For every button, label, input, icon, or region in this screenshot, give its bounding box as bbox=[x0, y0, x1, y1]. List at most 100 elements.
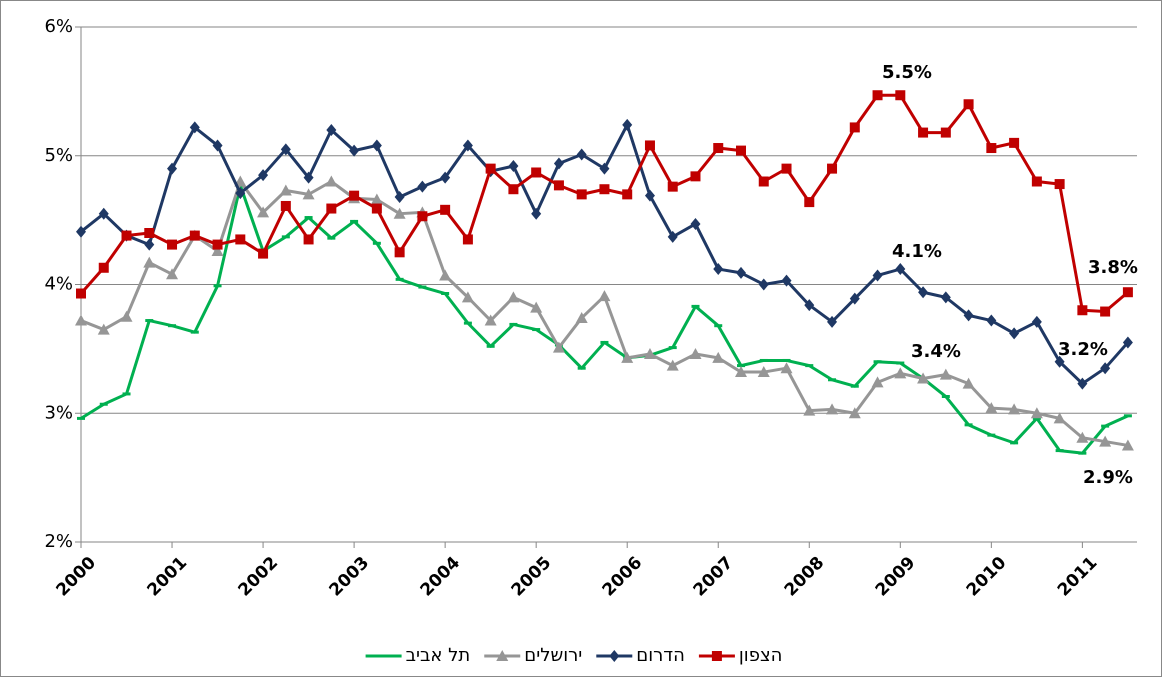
point-marker bbox=[622, 118, 633, 131]
point-marker bbox=[370, 193, 383, 205]
point-marker bbox=[735, 366, 747, 378]
point-marker bbox=[98, 262, 109, 273]
y-tick-label: 3% bbox=[44, 402, 73, 423]
point-marker bbox=[689, 348, 702, 360]
point-marker bbox=[804, 197, 815, 208]
point-marker bbox=[986, 314, 997, 327]
point-marker bbox=[1121, 439, 1134, 451]
point-marker bbox=[166, 268, 179, 280]
point-marker bbox=[531, 167, 542, 178]
point-marker bbox=[1031, 176, 1042, 187]
point-marker bbox=[1122, 287, 1133, 298]
point-marker bbox=[371, 139, 382, 152]
legend-marker bbox=[711, 651, 722, 661]
y-tick-label: 2% bbox=[44, 531, 73, 552]
point-marker bbox=[667, 230, 678, 243]
point-marker bbox=[781, 163, 792, 174]
point-marker bbox=[918, 127, 929, 138]
point-marker bbox=[985, 402, 998, 414]
point-marker bbox=[279, 184, 292, 196]
point-marker bbox=[827, 315, 838, 328]
point-marker bbox=[667, 181, 678, 192]
point-marker bbox=[871, 376, 884, 388]
annotation: 5.5% bbox=[882, 62, 932, 83]
point-marker bbox=[144, 238, 155, 251]
point-marker bbox=[394, 247, 405, 258]
point-marker bbox=[690, 171, 701, 182]
point-marker bbox=[758, 278, 769, 291]
point-marker bbox=[325, 175, 338, 187]
point-marker bbox=[349, 144, 360, 157]
point-marker bbox=[326, 124, 337, 136]
annotation: 3.2% bbox=[1058, 339, 1108, 360]
point-marker bbox=[371, 203, 382, 214]
point-marker bbox=[963, 309, 974, 322]
point-marker bbox=[621, 351, 634, 363]
point-marker bbox=[440, 204, 451, 215]
point-marker bbox=[781, 274, 792, 287]
point-marker bbox=[1122, 336, 1133, 349]
point-marker bbox=[394, 190, 405, 203]
annotation: 3.8% bbox=[1088, 257, 1138, 278]
point-marker bbox=[280, 200, 291, 211]
legend: תל אביב ירושלים הדרום הצפון bbox=[365, 645, 782, 666]
point-marker bbox=[962, 377, 975, 389]
point-marker bbox=[211, 245, 224, 257]
point-marker bbox=[143, 256, 156, 268]
point-marker bbox=[439, 269, 452, 281]
y-tick-label: 4% bbox=[44, 274, 73, 295]
point-marker bbox=[303, 234, 314, 245]
point-marker bbox=[712, 351, 725, 363]
point-marker bbox=[167, 239, 178, 250]
legend-label: הדרום bbox=[636, 645, 685, 666]
point-marker bbox=[484, 314, 497, 326]
annotation: 4.1% bbox=[892, 241, 942, 262]
point-marker bbox=[895, 263, 906, 276]
point-marker bbox=[508, 184, 519, 195]
point-marker bbox=[736, 266, 746, 279]
point-marker bbox=[553, 157, 564, 170]
point-marker bbox=[758, 176, 769, 187]
point-marker bbox=[1054, 179, 1065, 190]
point-marker bbox=[144, 228, 155, 238]
legend-marker bbox=[496, 650, 509, 661]
point-marker bbox=[780, 362, 793, 374]
point-marker bbox=[507, 291, 520, 303]
point-marker bbox=[757, 366, 770, 378]
point-marker bbox=[804, 299, 815, 312]
point-marker bbox=[462, 139, 473, 152]
point-marker bbox=[1099, 435, 1112, 447]
point-marker bbox=[872, 269, 883, 282]
point-marker bbox=[120, 310, 133, 322]
legend-label: תל אביב bbox=[406, 645, 471, 666]
legend-label: ירושלים bbox=[524, 645, 582, 666]
point-marker bbox=[1077, 305, 1088, 316]
point-marker bbox=[349, 190, 360, 201]
point-marker bbox=[599, 162, 610, 175]
point-marker bbox=[189, 230, 200, 241]
point-marker bbox=[303, 171, 314, 184]
point-marker bbox=[599, 184, 610, 195]
point-marker bbox=[1076, 431, 1089, 443]
point-marker bbox=[872, 90, 883, 101]
point-marker bbox=[552, 341, 565, 353]
point-marker bbox=[940, 127, 951, 138]
point-marker bbox=[918, 286, 929, 299]
point-marker bbox=[1030, 407, 1043, 419]
point-marker bbox=[302, 188, 315, 200]
point-marker bbox=[666, 359, 679, 371]
point-marker bbox=[803, 404, 816, 416]
point-marker bbox=[1077, 377, 1088, 390]
legend-marker bbox=[609, 650, 620, 662]
point-marker bbox=[736, 145, 746, 156]
point-marker bbox=[643, 348, 656, 360]
point-marker bbox=[1100, 306, 1111, 317]
point-marker bbox=[622, 189, 633, 200]
point-marker bbox=[417, 180, 428, 193]
point-marker bbox=[598, 290, 611, 302]
point-marker bbox=[553, 180, 564, 191]
point-marker bbox=[894, 367, 907, 379]
point-marker bbox=[97, 323, 110, 335]
point-marker bbox=[827, 163, 838, 174]
